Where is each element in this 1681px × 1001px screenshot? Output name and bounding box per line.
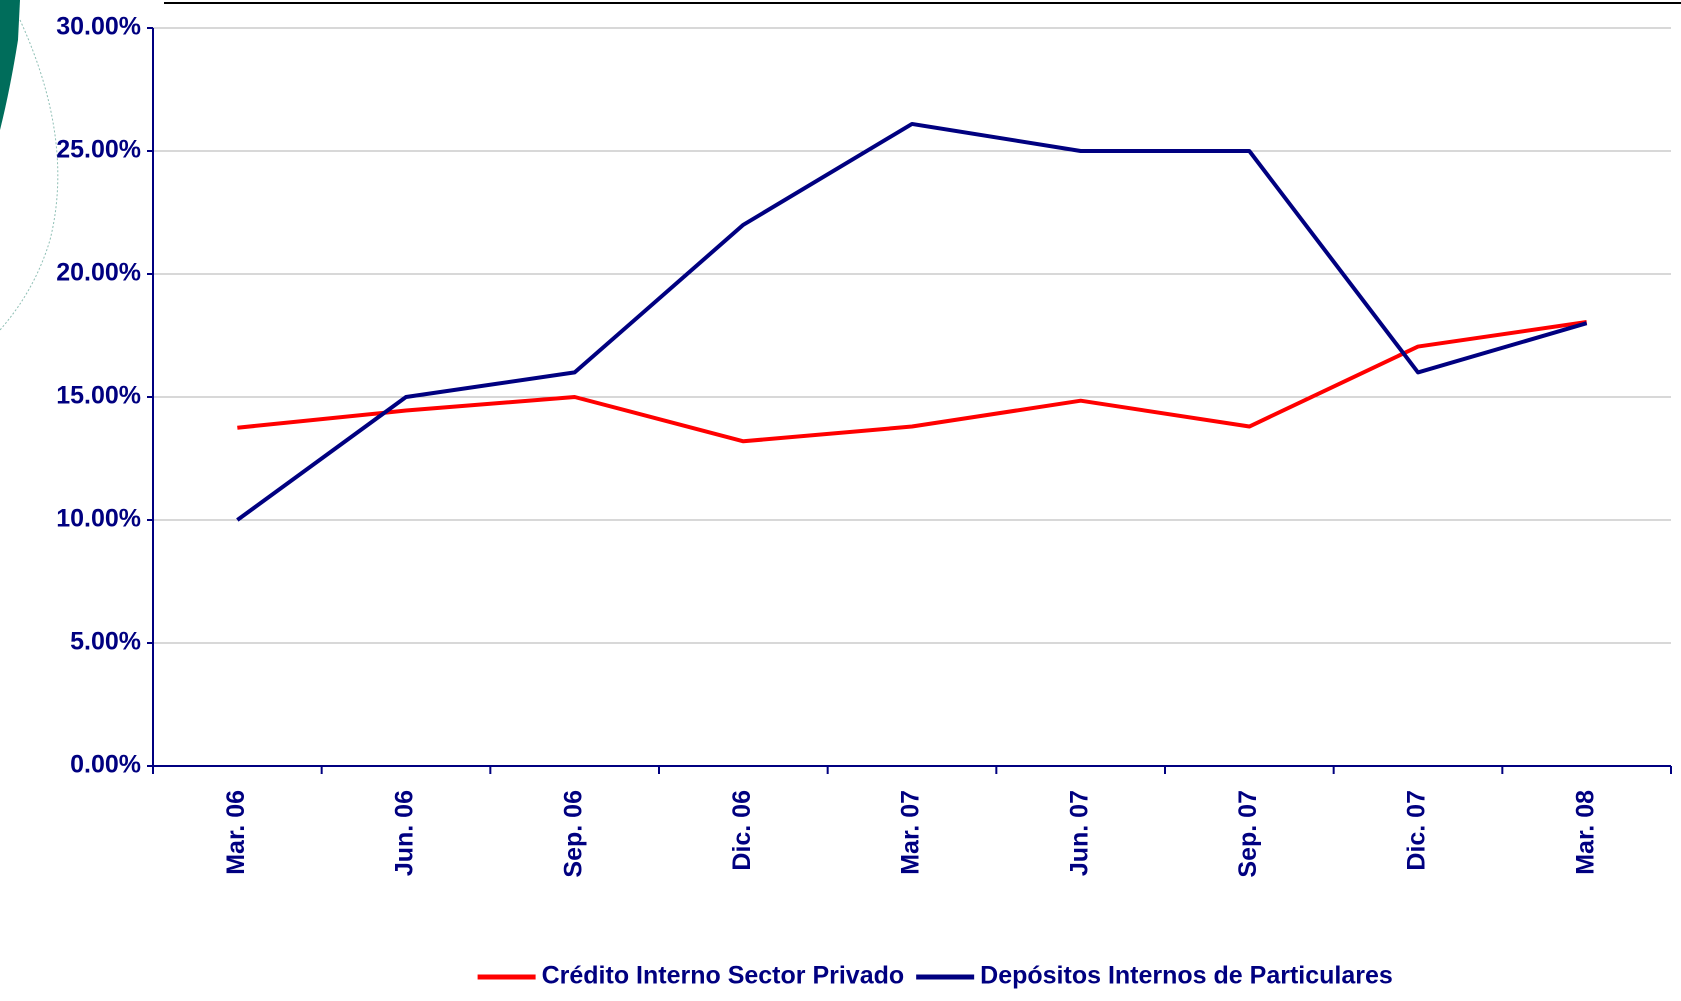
x-tick-label: Mar. 08 <box>1571 790 1599 875</box>
x-tick-label: Sep. 07 <box>1234 790 1262 878</box>
decoration-arc <box>0 19 59 331</box>
line-series <box>237 319 1587 444</box>
x-tick-label: Mar. 06 <box>222 790 250 875</box>
legend-label: Depósitos Internos de Particulares <box>980 962 1393 990</box>
legend-label: Crédito Interno Sector Privado <box>542 962 905 990</box>
x-tick-label: Dic. 06 <box>728 790 756 871</box>
y-tick-label: 30.00% <box>56 13 141 41</box>
y-tick-label: 25.00% <box>56 136 141 164</box>
y-tick-label: 15.00% <box>56 382 141 410</box>
x-tick-label: Jun. 06 <box>391 790 419 876</box>
y-tick-label: 0.00% <box>70 751 141 779</box>
x-tick-label: Mar. 07 <box>897 790 925 875</box>
y-tick-label: 10.00% <box>56 505 141 533</box>
decoration <box>0 0 20 130</box>
x-tick-label: Jun. 07 <box>1065 790 1093 876</box>
y-tick-label: 20.00% <box>56 259 141 287</box>
y-tick-label: 5.00% <box>70 628 141 656</box>
x-tick-label: Dic. 07 <box>1403 790 1431 871</box>
line-series <box>236 121 1588 522</box>
x-tick-label: Sep. 06 <box>559 790 587 878</box>
